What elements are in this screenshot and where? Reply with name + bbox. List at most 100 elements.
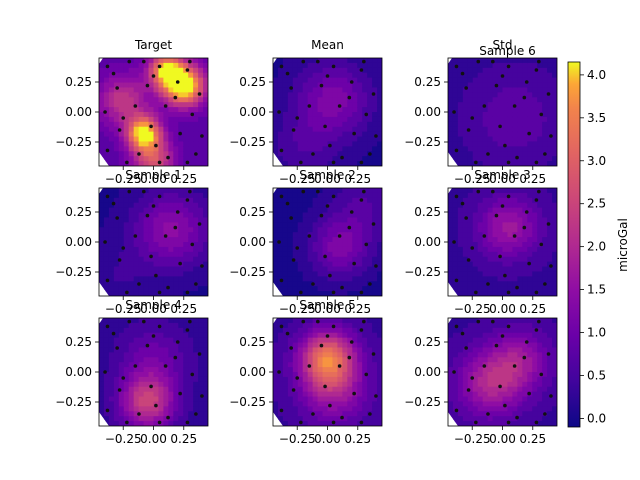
heatmap-cell	[497, 131, 504, 138]
heatmap-cell	[542, 197, 548, 204]
heatmap-cell	[472, 207, 479, 214]
heatmap-cell	[487, 217, 494, 223]
heatmap-cell	[282, 318, 289, 324]
heatmap-cell	[203, 131, 208, 138]
heatmap-cell	[492, 372, 499, 378]
heatmap-cell	[113, 318, 120, 324]
heatmap-cell	[527, 146, 533, 152]
heatmap-cell	[527, 102, 533, 108]
heatmap-cell	[297, 232, 304, 238]
heatmap-cell	[103, 197, 110, 204]
heatmap-cell	[352, 207, 358, 214]
heatmap-cell	[327, 246, 334, 253]
heatmap-cell	[292, 242, 299, 248]
heatmap-cell	[99, 281, 105, 287]
sensor-point	[494, 343, 499, 348]
heatmap-cell	[537, 381, 543, 388]
heatmap-cell	[307, 126, 314, 133]
heatmap-cell	[547, 161, 553, 166]
heatmap-cell	[472, 281, 479, 287]
heatmap-cell	[477, 352, 484, 358]
heatmap-cell	[302, 222, 309, 228]
heatmap-cell	[317, 151, 324, 157]
sensor-point	[349, 80, 354, 84]
heatmap-cell	[128, 232, 135, 238]
heatmap-cell	[103, 401, 110, 407]
heatmap-cell	[138, 207, 145, 214]
heatmap-cell	[287, 291, 294, 296]
heatmap-cell	[472, 102, 479, 108]
heatmap-cell	[287, 67, 294, 74]
heatmap-cell	[362, 266, 368, 273]
sensor-point	[371, 222, 376, 226]
heatmap-cell	[462, 161, 469, 166]
heatmap-cell	[377, 337, 382, 344]
heatmap-cell	[123, 261, 130, 268]
heatmap-cell	[183, 156, 189, 162]
sensor-point	[188, 189, 192, 194]
heatmap-cell	[183, 411, 189, 417]
heatmap-cell	[143, 217, 150, 223]
heatmap-cell	[282, 192, 289, 199]
heatmap-cell	[547, 242, 553, 248]
heatmap-cell	[497, 251, 504, 258]
y-tick-label: 0.00	[65, 365, 92, 379]
heatmap-cell	[477, 197, 484, 204]
heatmap-cell	[173, 197, 179, 204]
heatmap-cell	[282, 87, 289, 93]
heatmap-cell	[448, 107, 454, 113]
heatmap-cell	[497, 126, 504, 133]
heatmap-cell	[188, 322, 194, 329]
heatmap-cell	[153, 251, 160, 258]
heatmap-cell	[158, 77, 165, 84]
heatmap-cell	[448, 97, 454, 103]
heatmap-cell	[113, 347, 120, 353]
heatmap-cell	[512, 401, 518, 407]
heatmap-cell	[497, 396, 504, 403]
heatmap-cell	[522, 291, 528, 296]
heatmap-cell	[352, 87, 358, 93]
heatmap-cell	[377, 58, 382, 64]
heatmap-cell	[327, 146, 334, 152]
heatmap-cell	[367, 246, 373, 253]
heatmap-cell	[133, 188, 140, 194]
heatmap-cell	[477, 281, 484, 287]
heatmap-cell	[452, 107, 459, 113]
heatmap-cell	[357, 281, 363, 287]
heatmap-cell	[203, 372, 208, 378]
heatmap-cell	[367, 362, 373, 368]
heatmap-cell	[277, 367, 284, 373]
heatmap-cell	[377, 192, 382, 199]
heatmap-cell	[113, 202, 120, 209]
heatmap-cell	[133, 97, 140, 103]
heatmap-cell	[377, 411, 382, 417]
heatmap-cell	[362, 342, 368, 349]
heatmap-cell	[297, 188, 304, 194]
heatmap-cell	[547, 261, 553, 268]
sensor-point	[295, 116, 300, 120]
heatmap-cell	[482, 197, 489, 204]
heatmap-cell	[337, 188, 343, 194]
heatmap-cell	[342, 416, 348, 422]
heatmap-cell	[482, 352, 489, 358]
sensor-point	[277, 240, 281, 244]
heatmap-cell	[163, 107, 169, 113]
sensor-point	[121, 116, 126, 120]
heatmap-cell	[153, 202, 160, 209]
heatmap-cell	[527, 67, 533, 74]
heatmap-cell	[512, 202, 518, 209]
heatmap-cell	[183, 386, 189, 393]
sensor-point	[371, 92, 376, 96]
heatmap-cell	[312, 212, 319, 219]
heatmap-cell	[362, 337, 368, 344]
heatmap-cell	[542, 62, 548, 69]
heatmap-cell	[273, 136, 279, 143]
heatmap-cell	[372, 372, 378, 378]
heatmap-cell	[297, 318, 304, 324]
heatmap-cell	[462, 67, 469, 74]
heatmap-cell	[312, 376, 319, 383]
heatmap-cell	[532, 347, 538, 353]
heatmap-cell	[452, 92, 459, 98]
heatmap-cell	[377, 291, 382, 296]
sensor-point	[482, 234, 487, 238]
